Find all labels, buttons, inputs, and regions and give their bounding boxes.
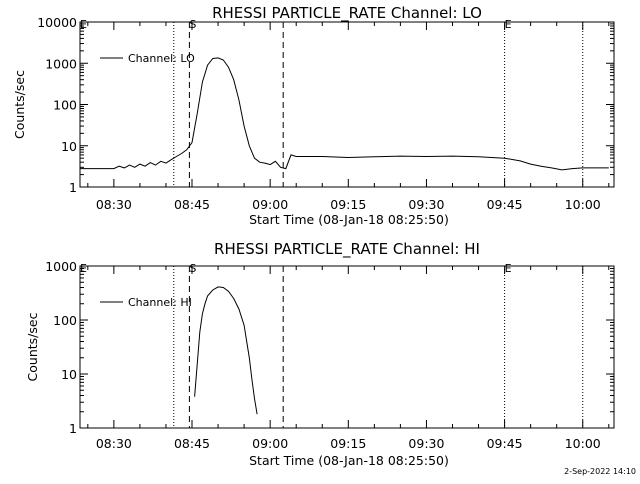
legend-label: Channel: LO — [128, 52, 195, 65]
chart-title: RHESSI PARTICLE_RATE Channel: LO — [212, 4, 482, 23]
x-tick-label: 09:00 — [252, 197, 288, 212]
plot-frame — [79, 265, 615, 429]
x-tick-label: 09:15 — [330, 197, 366, 212]
y-tick-label: 100 — [53, 313, 77, 328]
x-tick-label: 10:00 — [565, 197, 601, 212]
x-tick-label: 08:45 — [174, 436, 210, 451]
x-tick-label: 08:30 — [96, 197, 132, 212]
x-axis-label: Start Time (08-Jan-18 08:25:50) — [249, 212, 449, 227]
x-tick-label: 09:45 — [487, 197, 523, 212]
marker-label: E — [80, 18, 87, 31]
x-tick-label: 09:30 — [408, 197, 444, 212]
y-tick-label: 10000 — [37, 15, 77, 30]
hi-channel-panel: RHESSI PARTICLE_RATE Channel: HI 08:30 08:… — [25, 240, 615, 468]
marker-label: E — [505, 18, 512, 31]
y-tick-label: 1000 — [45, 56, 77, 71]
marker-label: E — [80, 262, 87, 275]
x-tick-label: 09:00 — [252, 436, 288, 451]
series-line — [80, 57, 609, 171]
y-tick-label: 10 — [61, 139, 77, 154]
x-tick-label: 10:00 — [565, 436, 601, 451]
footer-timestamp: 2-Sep-2022 14:10 — [564, 467, 636, 476]
x-tick-label: 08:45 — [174, 197, 210, 212]
y-axis-label: Counts/sec — [12, 70, 27, 139]
y-tick-label: 100 — [53, 98, 77, 113]
y-tick-label: 1000 — [45, 259, 77, 274]
x-axis-label: Start Time (08-Jan-18 08:25:50) — [249, 453, 449, 468]
y-axis-label: Counts/sec — [25, 312, 40, 381]
marker-label: S — [189, 262, 196, 275]
y-tick-label: 1 — [69, 421, 77, 436]
series-line — [194, 286, 258, 415]
legend-label: Channel: HI — [128, 296, 192, 309]
y-tick-label: 10 — [61, 367, 77, 382]
x-tick-label: 09:30 — [408, 436, 444, 451]
chart-title: RHESSI PARTICLE_RATE Channel: HI — [214, 240, 480, 259]
y-tick-label: 1 — [69, 180, 77, 195]
lo-channel-panel: RHESSI PARTICLE_RATE Channel: LO 08:30 08:… — [12, 4, 615, 227]
x-tick-label: 09:45 — [487, 436, 523, 451]
marker-label: E — [505, 262, 512, 275]
marker-label: S — [189, 18, 196, 31]
x-tick-label: 08:30 — [96, 436, 132, 451]
x-tick-label: 09:15 — [330, 436, 366, 451]
